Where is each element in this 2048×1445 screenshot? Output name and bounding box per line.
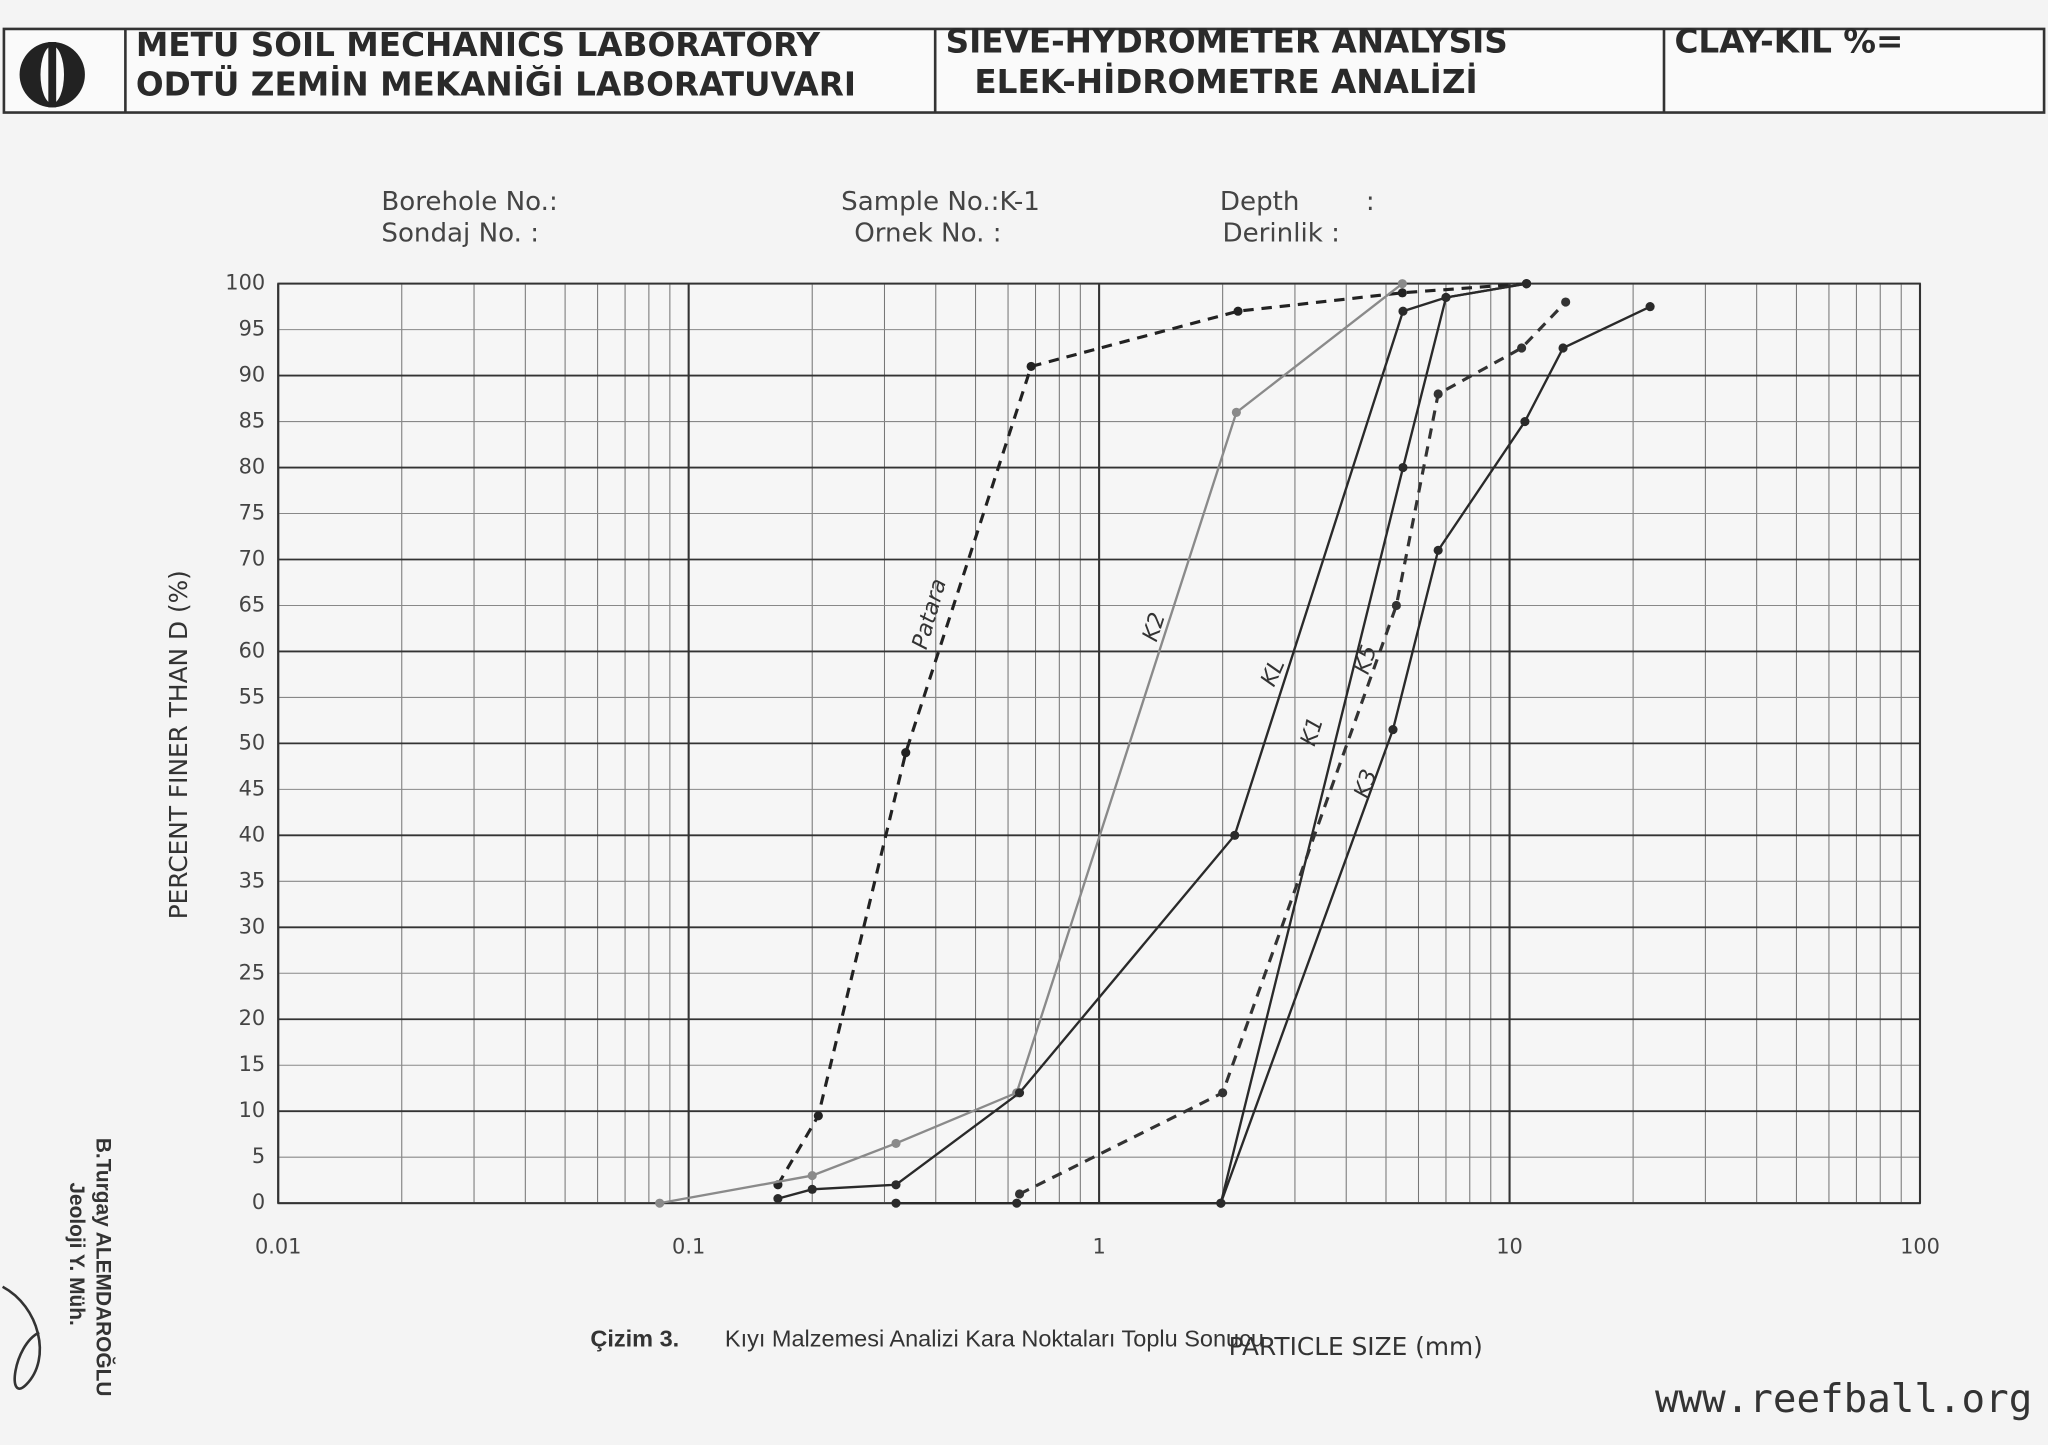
- analysis-tr: ELEK-HİDROMETRE ANALİZİ: [974, 63, 1477, 101]
- data-point: [1433, 389, 1443, 399]
- data-point: [891, 1138, 901, 1148]
- data-point: [1014, 1189, 1025, 1199]
- y-tick-label: 30: [239, 914, 266, 938]
- curve: [777, 282, 1527, 1200]
- y-tick-label: 15: [239, 1052, 266, 1076]
- data-point: [1026, 361, 1036, 371]
- borehole-label: Borehole No.:: [381, 187, 557, 217]
- y-tick-label: 50: [239, 730, 266, 754]
- y-tick-label: 5: [252, 1144, 265, 1168]
- data-point: [1398, 462, 1408, 473]
- sample-label-tr: Ornek No. :: [854, 219, 1001, 249]
- y-tick-label: 75: [239, 501, 266, 525]
- y-tick-label: 40: [239, 822, 266, 846]
- signature-name: B.Turgay ALEMDAROĞLU: [91, 1138, 115, 1397]
- data-point: [1521, 279, 1532, 289]
- y-tick-label: 70: [239, 546, 266, 570]
- data-point: [1233, 306, 1243, 316]
- data-point: [1231, 407, 1241, 417]
- data-point: [1391, 600, 1401, 611]
- data-point: [1398, 306, 1408, 316]
- x-tick-label: 0.1: [672, 1235, 705, 1259]
- data-point: [891, 1180, 901, 1190]
- y-tick-label: 25: [239, 960, 266, 984]
- curve: [1018, 300, 1567, 1196]
- y-tick-label: 90: [239, 363, 266, 387]
- data-point: [1397, 279, 1407, 289]
- signature-scribble: [1, 1285, 42, 1390]
- analysis-en: SIEVE-HYDROMETER ANALYSIS: [946, 22, 1508, 60]
- data-point: [813, 1111, 823, 1121]
- curve: [895, 282, 1527, 1205]
- data-point: [1561, 297, 1571, 307]
- data-point: [807, 1184, 817, 1194]
- data-point: [1218, 1088, 1228, 1098]
- data-point: [1012, 1198, 1022, 1208]
- data-point: [1216, 1198, 1226, 1208]
- x-tick-label: 1: [1092, 1235, 1105, 1259]
- data-point: [1520, 416, 1530, 427]
- data-point: [773, 1193, 783, 1204]
- y-tick-label: 10: [239, 1098, 266, 1122]
- curve: [659, 282, 1404, 1205]
- depth-label-tr: Derinlik :: [1223, 219, 1340, 249]
- y-tick-label: 80: [239, 455, 266, 479]
- x-tick-label: 0.01: [255, 1235, 301, 1259]
- lab-name-tr: ODTÜ ZEMİN MEKANİĞİ LABORATUVARI: [136, 64, 856, 103]
- data-point: [1517, 343, 1527, 353]
- x-axis-label: PARTICLE SIZE (mm): [1229, 1332, 1483, 1361]
- data-point: [891, 1198, 901, 1208]
- y-tick-label: 35: [239, 868, 266, 892]
- data-point: [1397, 288, 1407, 298]
- y-tick-label: 60: [239, 638, 266, 662]
- y-axis-label: PERCENT FINER THAN D (%): [164, 570, 193, 919]
- curve: [1219, 305, 1651, 1204]
- signature-title: Jeoloji Y. Müh.: [65, 1182, 88, 1325]
- x-tick-label: 100: [1900, 1235, 1940, 1259]
- data-point: [1230, 830, 1240, 840]
- data-point: [1014, 1088, 1025, 1098]
- y-tick-label: 0: [252, 1190, 265, 1214]
- data-point: [1645, 302, 1655, 312]
- plot: 0510152025303540455055606570758085909510…: [225, 271, 1940, 1259]
- clay-field: CLAY-KIL %=: [1674, 22, 1903, 60]
- watermark: www.reefball.org: [1655, 1377, 2032, 1422]
- y-tick-label: 55: [239, 684, 266, 708]
- data-point: [1388, 725, 1398, 735]
- data-point: [655, 1198, 665, 1208]
- caption-text: Kıyı Malzemesi Analizi Kara Noktaları To…: [725, 1325, 1264, 1351]
- borehole-label-tr: Sondaj No. :: [381, 219, 539, 249]
- x-tick-label: 10: [1496, 1235, 1523, 1259]
- header-box: [2, 27, 2046, 114]
- sample-label: Sample No.:K-1: [841, 187, 1040, 217]
- logo: [19, 42, 85, 108]
- data-point: [807, 1170, 817, 1181]
- y-tick-label: 100: [225, 271, 265, 295]
- data-point: [1558, 343, 1568, 353]
- y-tick-label: 45: [239, 776, 266, 800]
- data-point: [901, 748, 911, 758]
- y-tick-label: 20: [239, 1006, 266, 1030]
- lab-name-en: METU SOIL MECHANICS LABORATORY: [136, 26, 821, 64]
- depth-label: Depth :: [1220, 187, 1375, 217]
- y-tick-label: 95: [239, 317, 266, 341]
- data-point: [1441, 292, 1451, 303]
- caption-number: Çizim 3.: [590, 1325, 679, 1351]
- y-tick-label: 85: [239, 409, 266, 433]
- y-tick-label: 65: [239, 592, 266, 616]
- data-point: [1433, 545, 1443, 555]
